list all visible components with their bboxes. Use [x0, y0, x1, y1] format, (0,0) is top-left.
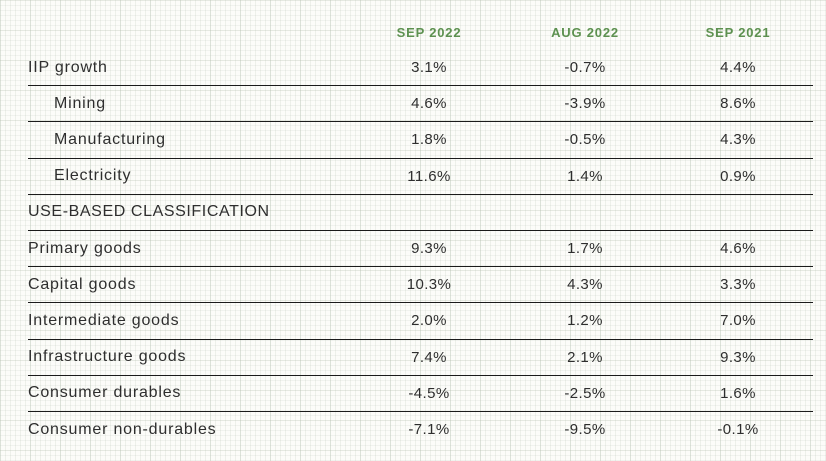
- column-header-sep-2022: SEP 2022: [396, 24, 462, 40]
- row-value: 2.0%: [411, 312, 447, 330]
- column-header-aug-2022: AUG 2022: [551, 24, 619, 40]
- column-header-sep-2021: SEP 2021: [705, 24, 771, 40]
- iip-growth-table: SEP 2022 AUG 2022 SEP 2021 IIP growth 3.1…: [28, 14, 813, 448]
- row-value: 0.9%: [720, 167, 756, 185]
- row-value: 7.4%: [411, 348, 447, 366]
- row-value: 2.1%: [567, 348, 603, 366]
- row-label: IIP growth: [28, 58, 108, 76]
- table-row: Consumer non-durables -7.1% -9.5% -0.1%: [28, 412, 813, 448]
- row-value: 8.6%: [720, 95, 756, 113]
- row-value: -9.5%: [564, 421, 606, 439]
- row-label: Infrastructure goods: [28, 348, 187, 366]
- row-value: -7.1%: [408, 421, 450, 439]
- table-row: Capital goods 10.3% 4.3% 3.3%: [28, 267, 813, 304]
- table-row: IIP growth 3.1% -0.7% 4.4%: [28, 50, 813, 87]
- row-value: 1.8%: [411, 131, 447, 149]
- table-header-row: SEP 2022 AUG 2022 SEP 2021: [28, 14, 813, 50]
- table-row: Mining 4.6% -3.9% 8.6%: [28, 86, 813, 123]
- table-row: Infrastructure goods 7.4% 2.1% 9.3%: [28, 340, 813, 376]
- row-value: 3.3%: [720, 276, 756, 294]
- row-value: -3.9%: [564, 95, 606, 113]
- row-value: 4.6%: [720, 240, 756, 258]
- row-value: 9.3%: [411, 240, 447, 258]
- row-label: Primary goods: [28, 239, 142, 257]
- row-value: 4.4%: [720, 59, 756, 77]
- row-label: Consumer non-durables: [28, 420, 217, 438]
- table-row: Electricity 11.6% 1.4% 0.9%: [28, 159, 813, 195]
- row-value: 1.7%: [567, 240, 603, 258]
- row-value: 4.6%: [411, 95, 447, 113]
- table-row: Primary goods 9.3% 1.7% 4.6%: [28, 231, 813, 268]
- row-value: 1.2%: [567, 312, 603, 330]
- row-value: 4.3%: [567, 276, 603, 294]
- row-label: Electricity: [54, 167, 132, 185]
- row-value: 3.1%: [411, 59, 447, 77]
- row-value: -0.5%: [564, 131, 606, 149]
- row-value: 10.3%: [406, 276, 452, 294]
- table-row: Intermediate goods 2.0% 1.2% 7.0%: [28, 303, 813, 340]
- row-label: Mining: [54, 94, 106, 112]
- row-value: 9.3%: [720, 348, 756, 366]
- row-value: -4.5%: [408, 384, 450, 402]
- row-value: 4.3%: [720, 131, 756, 149]
- section-header-label: USE-BASED CLASSIFICATION: [28, 203, 270, 221]
- row-value: -0.1%: [717, 421, 759, 439]
- table-body: IIP growth 3.1% -0.7% 4.4% Mining 4.6% -3.9% 8.…: [28, 50, 813, 448]
- table-row: Manufacturing 1.8% -0.5% 4.3%: [28, 122, 813, 159]
- row-value: 7.0%: [720, 312, 756, 330]
- row-label: Capital goods: [28, 275, 137, 293]
- row-label: Intermediate goods: [28, 311, 180, 329]
- row-label: Manufacturing: [54, 130, 166, 148]
- row-value: -2.5%: [564, 384, 606, 402]
- row-label: Consumer durables: [28, 384, 182, 402]
- row-value: 11.6%: [407, 167, 451, 185]
- row-value: 1.6%: [720, 384, 756, 402]
- row-value: -0.7%: [564, 59, 606, 77]
- section-header-row: USE-BASED CLASSIFICATION: [28, 195, 813, 231]
- table-row: Consumer durables -4.5% -2.5% 1.6%: [28, 376, 813, 412]
- row-value: 1.4%: [567, 167, 603, 185]
